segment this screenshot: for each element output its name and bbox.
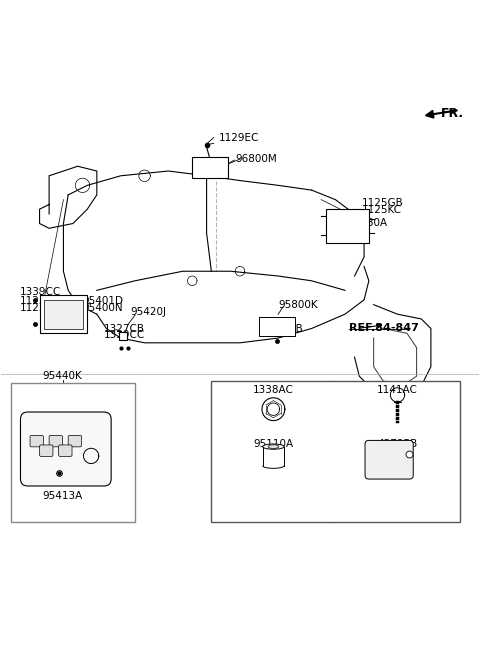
Text: 95401D: 95401D <box>83 296 123 306</box>
FancyBboxPatch shape <box>59 445 72 457</box>
Ellipse shape <box>263 444 284 449</box>
Text: 1339CC: 1339CC <box>20 286 61 297</box>
FancyBboxPatch shape <box>30 436 43 447</box>
Text: 95800K: 95800K <box>278 300 318 309</box>
Text: 95400N: 95400N <box>83 302 123 313</box>
Text: 1338AC: 1338AC <box>253 385 294 395</box>
Text: 96800M: 96800M <box>235 154 277 164</box>
Text: 43795B: 43795B <box>377 440 418 449</box>
Bar <box>11 384 135 522</box>
Bar <box>39 295 87 333</box>
Text: FR.: FR. <box>441 106 464 120</box>
Text: 1129EC: 1129EC <box>218 133 259 143</box>
Text: 1125KC: 1125KC <box>362 205 402 215</box>
FancyBboxPatch shape <box>365 440 413 479</box>
Text: 1125GB: 1125GB <box>362 198 404 208</box>
Text: 1141AC: 1141AC <box>377 385 418 395</box>
Ellipse shape <box>268 445 279 449</box>
Bar <box>192 157 228 178</box>
FancyBboxPatch shape <box>68 436 82 447</box>
Text: 1327CB: 1327CB <box>104 323 145 334</box>
Bar <box>259 317 295 336</box>
Text: 95420J: 95420J <box>130 307 166 317</box>
Text: 1339CC: 1339CC <box>104 330 145 340</box>
Bar <box>326 209 369 242</box>
FancyBboxPatch shape <box>49 436 62 447</box>
Text: 95110A: 95110A <box>253 440 293 449</box>
FancyBboxPatch shape <box>39 445 53 457</box>
Text: REF.84-847: REF.84-847 <box>349 323 419 332</box>
Text: 1327AB: 1327AB <box>263 325 304 334</box>
Bar <box>44 300 83 328</box>
Text: 95440K: 95440K <box>42 371 82 381</box>
FancyBboxPatch shape <box>21 412 111 486</box>
Text: 95413A: 95413A <box>42 491 82 501</box>
Bar <box>211 381 459 522</box>
Text: 1125KC: 1125KC <box>20 296 60 306</box>
Text: 1125GB: 1125GB <box>20 302 61 313</box>
Text: 95480A: 95480A <box>348 217 387 227</box>
